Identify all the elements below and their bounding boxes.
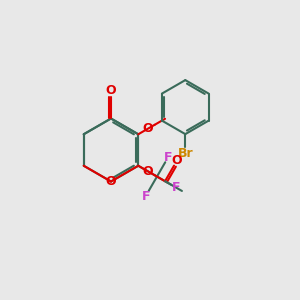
Text: Br: Br bbox=[178, 147, 193, 160]
Text: O: O bbox=[143, 122, 154, 135]
Text: O: O bbox=[143, 165, 154, 178]
Text: F: F bbox=[164, 151, 172, 164]
Text: O: O bbox=[106, 175, 116, 188]
Text: O: O bbox=[172, 154, 182, 167]
Text: F: F bbox=[142, 190, 150, 202]
Text: F: F bbox=[172, 181, 181, 194]
Text: O: O bbox=[106, 84, 116, 98]
